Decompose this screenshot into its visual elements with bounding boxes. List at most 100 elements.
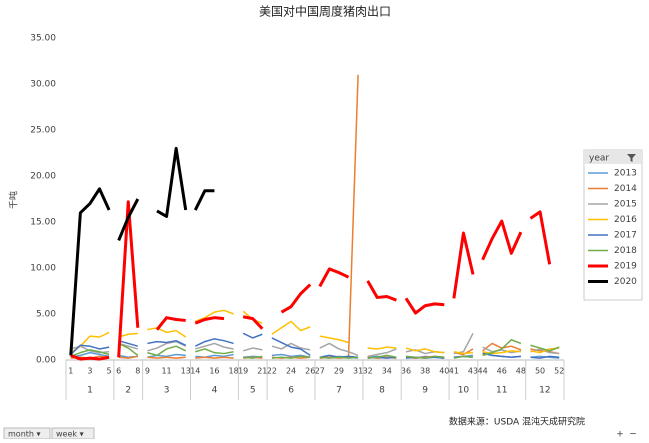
legend-label: 2015 — [614, 200, 637, 210]
zoom-out[interactable]: − — [629, 430, 637, 440]
series-line — [195, 348, 234, 355]
series-line — [242, 332, 263, 339]
x-group-label: 11 — [496, 386, 507, 396]
series-line — [147, 345, 187, 357]
y-tick-label: 0.00 — [36, 356, 56, 366]
zoom-in[interactable]: + — [616, 430, 624, 440]
x-tick-label: 5 — [107, 367, 112, 376]
series-line — [147, 340, 187, 352]
legend-label: 2017 — [614, 231, 637, 241]
x-tick-label: 27 — [315, 367, 325, 376]
series-line — [367, 346, 397, 350]
x-tick-label: 16 — [209, 367, 219, 376]
x-group-label: 6 — [288, 386, 294, 396]
series-line — [147, 356, 186, 359]
x-tick-label: 41 — [449, 367, 459, 376]
series-line — [405, 355, 445, 359]
x-tick-label: 29 — [334, 367, 344, 376]
series-line — [482, 346, 522, 354]
series-line — [147, 339, 187, 346]
series-line — [271, 355, 311, 359]
x-tick-label: 40 — [439, 367, 449, 376]
series-line — [271, 320, 311, 335]
series-line — [195, 309, 234, 323]
series-line — [155, 316, 186, 331]
y-tick-label: 25.00 — [30, 126, 56, 136]
x-tick-label: 6 — [116, 367, 121, 376]
x-tick-label: 48 — [516, 367, 526, 376]
legend-box — [583, 149, 643, 301]
x-tick-label: 31 — [353, 367, 363, 376]
series-line — [280, 283, 312, 314]
series-line — [271, 342, 311, 351]
y-axis-label: 千吨 — [8, 191, 20, 209]
x-group-label: 9 — [422, 386, 428, 396]
series-line — [319, 342, 359, 357]
x-tick-label: 11 — [161, 367, 171, 376]
series-line — [117, 200, 140, 358]
series-line — [530, 355, 560, 359]
series-line — [405, 347, 445, 354]
x-tick-label: 19 — [238, 367, 248, 376]
series-line — [118, 339, 139, 347]
series-line — [70, 353, 110, 361]
series-line — [70, 344, 110, 356]
series-line — [70, 349, 110, 358]
series-line — [118, 355, 138, 359]
source-note: 数据来源：USDA 混沌天成研究院 — [449, 416, 585, 428]
x-tick-label: 21 — [257, 367, 267, 376]
month-button-label[interactable]: month ▾ — [8, 430, 41, 439]
series-line — [69, 187, 111, 356]
y-tick-label: 20.00 — [30, 172, 56, 182]
x-tick-label: 8 — [135, 367, 140, 376]
legend-label: 2016 — [614, 215, 637, 225]
x-tick-label: 14 — [190, 367, 200, 376]
x-tick-label: 44 — [478, 367, 488, 376]
series-line — [453, 350, 474, 355]
x-group-label: 12 — [539, 386, 550, 396]
series-line — [271, 337, 311, 357]
x-tick-label: 46 — [497, 367, 507, 376]
series-line — [530, 344, 560, 352]
y-tick-label: 35.00 — [30, 34, 56, 44]
x-tick-label: 38 — [420, 367, 430, 376]
x-tick-label: 34 — [382, 367, 392, 376]
x-tick-label: 43 — [468, 367, 478, 376]
series-line — [147, 353, 186, 358]
series-line — [118, 342, 139, 356]
series-line — [318, 267, 350, 288]
x-tick-label: 9 — [145, 367, 150, 376]
legend-header[interactable] — [585, 151, 641, 164]
filter-icon[interactable] — [627, 154, 636, 162]
y-tick-label: 30.00 — [30, 80, 56, 90]
series-line — [195, 353, 234, 358]
series-line — [156, 146, 188, 218]
series-line — [242, 347, 263, 352]
series-line — [453, 355, 474, 359]
series-line — [367, 354, 397, 359]
series-line — [118, 332, 138, 338]
x-tick-label: 22 — [267, 367, 277, 376]
x-group-label: 4 — [212, 386, 218, 396]
series-line — [195, 342, 234, 350]
x-tick-label: 32 — [363, 367, 373, 376]
series-line — [117, 198, 140, 241]
week-button-label[interactable]: week ▾ — [56, 430, 84, 439]
legend-title: year — [589, 154, 609, 164]
legend-label: 2014 — [614, 184, 637, 194]
x-group-label: 5 — [250, 386, 256, 396]
x-group-label: 3 — [164, 386, 170, 396]
x-tick-label: 36 — [401, 367, 411, 376]
y-tick-label: 15.00 — [30, 218, 56, 228]
x-tick-label: 50 — [535, 367, 545, 376]
legend-label: 2018 — [614, 246, 637, 256]
x-group-label: 7 — [336, 386, 342, 396]
x-group-label: 2 — [125, 386, 131, 396]
x-tick-label: 3 — [87, 367, 92, 376]
legend-label: 2019 — [614, 262, 637, 272]
x-group-label: 10 — [458, 386, 470, 396]
series-line — [481, 219, 523, 261]
x-tick-label: 52 — [554, 367, 564, 376]
